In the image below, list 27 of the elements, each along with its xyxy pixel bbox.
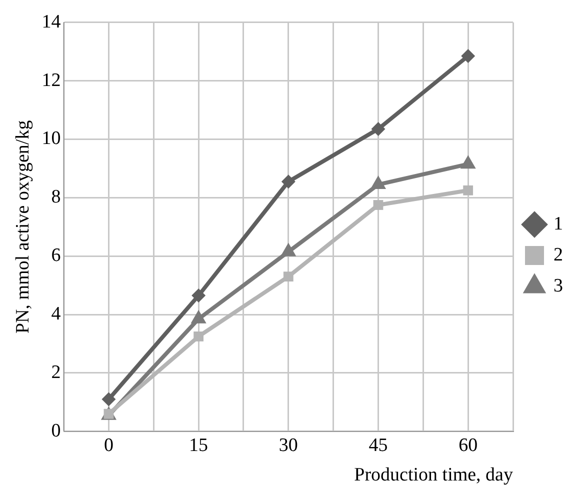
y-tick-label: 12 <box>42 70 61 91</box>
legend-label: 3 <box>554 275 563 296</box>
y-tick-label: 14 <box>42 11 62 32</box>
x-tick-label: 30 <box>278 434 298 456</box>
x-tick-label: 45 <box>368 434 388 456</box>
point <box>194 332 204 342</box>
y-tick-label: 0 <box>51 420 61 442</box>
point <box>281 174 296 189</box>
y-tick-label: 8 <box>51 186 61 208</box>
legend-label: 1 <box>554 213 563 234</box>
y-tick-label: 6 <box>51 245 61 266</box>
x-tick-label: 60 <box>458 434 478 456</box>
point <box>283 272 294 282</box>
x-axis-title: Production time, day <box>354 464 514 486</box>
y-tick-label: 10 <box>42 128 61 150</box>
point <box>463 185 474 196</box>
y-tick-label: 2 <box>51 362 61 383</box>
x-tick-label: 0 <box>104 434 114 456</box>
legend-label: 2 <box>554 244 563 266</box>
y-tick-label: 4 <box>51 304 62 325</box>
point <box>371 122 386 136</box>
point <box>192 288 206 303</box>
y-axis-title: PN, mmol active oxygen/kg <box>12 120 34 334</box>
x-tick-label: 15 <box>189 434 208 456</box>
point <box>373 200 384 210</box>
point <box>102 392 116 406</box>
point <box>461 48 476 63</box>
